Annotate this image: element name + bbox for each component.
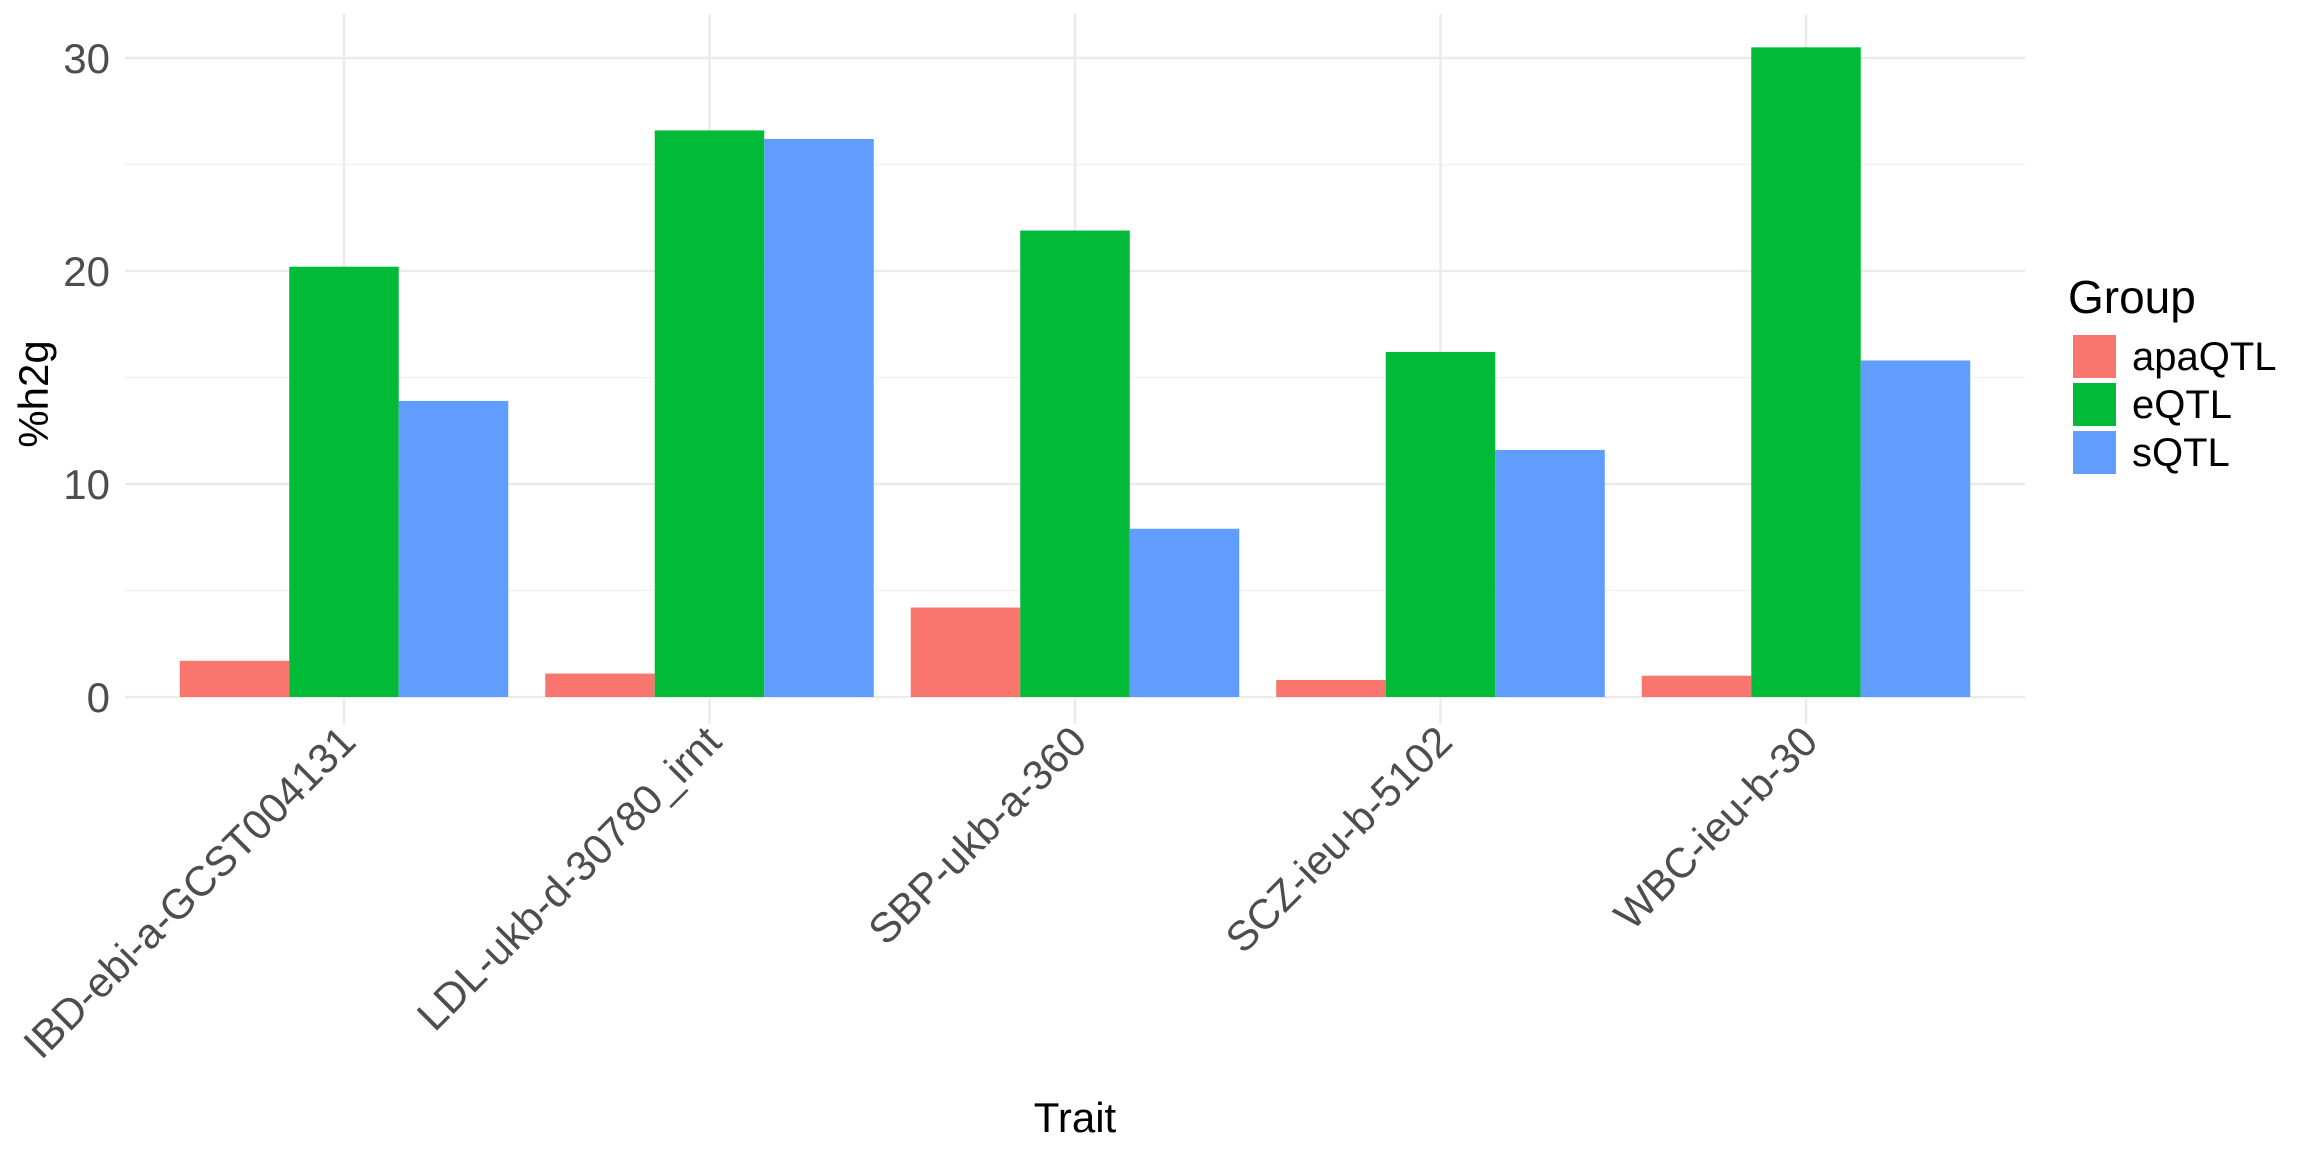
y-tick-label: 30 (63, 35, 110, 82)
y-tick-label: 0 (87, 674, 110, 721)
legend-key-sQTL (2073, 431, 2116, 474)
x-axis-ticks: IBD-ebi-a-GCST004131 LDL-ukb-d-30780_irnt… (14, 717, 1826, 1067)
y-axis-title: %h2g (10, 340, 57, 447)
legend-key-apaQTL (2073, 335, 2116, 378)
legend-label-apaQTL: apaQTL (2132, 335, 2277, 379)
bar-apaQTL-1 (545, 673, 655, 697)
bar-eQTL-4 (1751, 47, 1861, 698)
x-axis-title: Trait (1034, 1094, 1117, 1141)
legend-label-eQTL: eQTL (2132, 383, 2232, 427)
legend-label-sQTL: sQTL (2132, 431, 2230, 475)
bar-apaQTL-3 (1276, 679, 1386, 697)
bar-eQTL-3 (1385, 351, 1496, 697)
bar-eQTL-1 (654, 130, 765, 698)
legend-key-eQTL (2073, 383, 2116, 426)
bar-apaQTL-4 (1641, 675, 1752, 697)
x-tick-label: IBD-ebi-a-GCST004131 (14, 717, 364, 1067)
bar-sQTL-3 (1495, 449, 1605, 697)
bar-apaQTL-0 (179, 660, 290, 697)
legend-title: Group (2068, 271, 2196, 323)
bar-sQTL-0 (398, 400, 509, 697)
bar-eQTL-0 (289, 266, 399, 697)
y-tick-label: 20 (63, 248, 110, 295)
y-tick-label: 10 (63, 461, 110, 508)
x-tick-label: WBC-ieu-b-30 (1605, 717, 1826, 938)
bar-sQTL-1 (764, 138, 874, 697)
x-tick-label: SCZ-ieu-b-5102 (1216, 717, 1461, 962)
bar-sQTL-2 (1129, 528, 1240, 697)
bar-sQTL-4 (1860, 360, 1971, 697)
bar-eQTL-2 (1020, 230, 1130, 697)
bars (179, 47, 1971, 698)
bar-apaQTL-2 (910, 607, 1021, 697)
x-tick-label: LDL-ukb-d-30780_irnt (408, 717, 730, 1039)
y-axis-ticks: 0 10 20 30 (63, 35, 110, 721)
x-tick-label: SBP-ukb-a-360 (859, 717, 1095, 953)
